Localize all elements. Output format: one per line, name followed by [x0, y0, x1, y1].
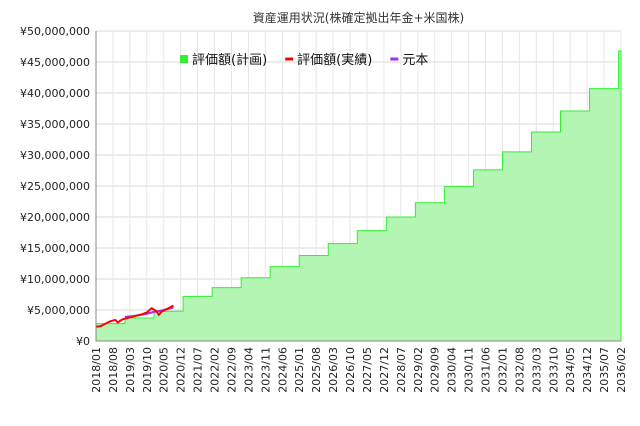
- x-tick-label: 2027/12: [378, 347, 391, 393]
- plan-series: [95, 50, 622, 342]
- x-tick-label: 2025/08: [310, 347, 323, 393]
- x-tick-label: 2030/11: [463, 347, 476, 393]
- y-tick-label: ¥25,000,000: [20, 180, 90, 193]
- x-tick-label: 2030/04: [446, 347, 459, 393]
- x-tick-label: 2035/07: [598, 347, 611, 393]
- x-tick-label: 2021/07: [192, 347, 205, 393]
- axes: [95, 31, 621, 342]
- y-tick-label: ¥35,000,000: [20, 118, 90, 131]
- x-tick-label: 2019/03: [124, 347, 137, 393]
- plan-area: [95, 50, 622, 342]
- x-tick-label: 2022/02: [209, 347, 222, 393]
- x-tick-label: 2033/10: [547, 347, 560, 393]
- x-tick-label: 2033/03: [530, 347, 543, 393]
- x-tick-label: 2018/08: [107, 347, 120, 393]
- y-tick-label: ¥40,000,000: [20, 87, 90, 100]
- y-tick-label: ¥0: [76, 335, 90, 348]
- x-tick-label: 2029/02: [412, 347, 425, 393]
- x-tick-label: 2024/06: [276, 347, 289, 393]
- x-tick-label: 2034/05: [564, 347, 577, 393]
- legend-label: 評価額(計画): [192, 52, 267, 68]
- x-axis-ticks: 2018/01 2018/08 2019/03 2019/10 2020/05 2020/…: [90, 347, 628, 393]
- x-tick-label: 2026/03: [327, 347, 340, 393]
- x-tick-label: 2020/12: [175, 347, 188, 393]
- y-tick-label: ¥50,000,000: [20, 25, 90, 38]
- y-tick-label: ¥5,000,000: [27, 304, 90, 317]
- x-tick-label: 2026/10: [344, 347, 357, 393]
- x-tick-label: 2027/05: [361, 347, 374, 393]
- x-tick-label: 2032/01: [496, 347, 509, 393]
- x-tick-label: 2031/06: [480, 347, 493, 393]
- legend-label: 評価額(実績): [297, 52, 372, 68]
- legend-label: 元本: [402, 53, 428, 68]
- actual-line: [95, 304, 174, 328]
- y-axis-ticks: ¥0 ¥5,000,000 ¥10,000,000 ¥15,000,000 ¥20,00…: [20, 25, 90, 348]
- legend-swatch-plan: [180, 55, 188, 63]
- x-tick-label: 2025/01: [293, 347, 306, 393]
- y-tick-label: ¥20,000,000: [20, 211, 90, 224]
- x-tick-label: 2034/12: [581, 347, 594, 393]
- x-tick-label: 2028/07: [395, 347, 408, 393]
- x-tick-label: 2020/05: [158, 347, 171, 393]
- chart-title: 資産運用状況(株確定拠出年金+米国株): [253, 10, 464, 25]
- x-tick-label: 2019/10: [141, 347, 154, 393]
- x-tick-label: 2022/09: [225, 347, 238, 393]
- x-tick-label: 2036/02: [615, 347, 628, 393]
- x-tick-label: 2023/11: [259, 347, 272, 393]
- x-tick-label: 2018/01: [90, 347, 103, 393]
- y-tick-label: ¥15,000,000: [20, 242, 90, 255]
- y-tick-label: ¥45,000,000: [20, 56, 90, 69]
- line-series: [95, 304, 174, 328]
- x-tick-label: 2032/08: [513, 347, 526, 393]
- legend: 評価額(計画) 評価額(実績) 元本: [180, 52, 428, 68]
- x-tick-label: 2023/04: [242, 347, 255, 393]
- x-tick-label: 2029/09: [429, 347, 442, 393]
- y-tick-label: ¥30,000,000: [20, 149, 90, 162]
- y-tick-label: ¥10,000,000: [20, 273, 90, 286]
